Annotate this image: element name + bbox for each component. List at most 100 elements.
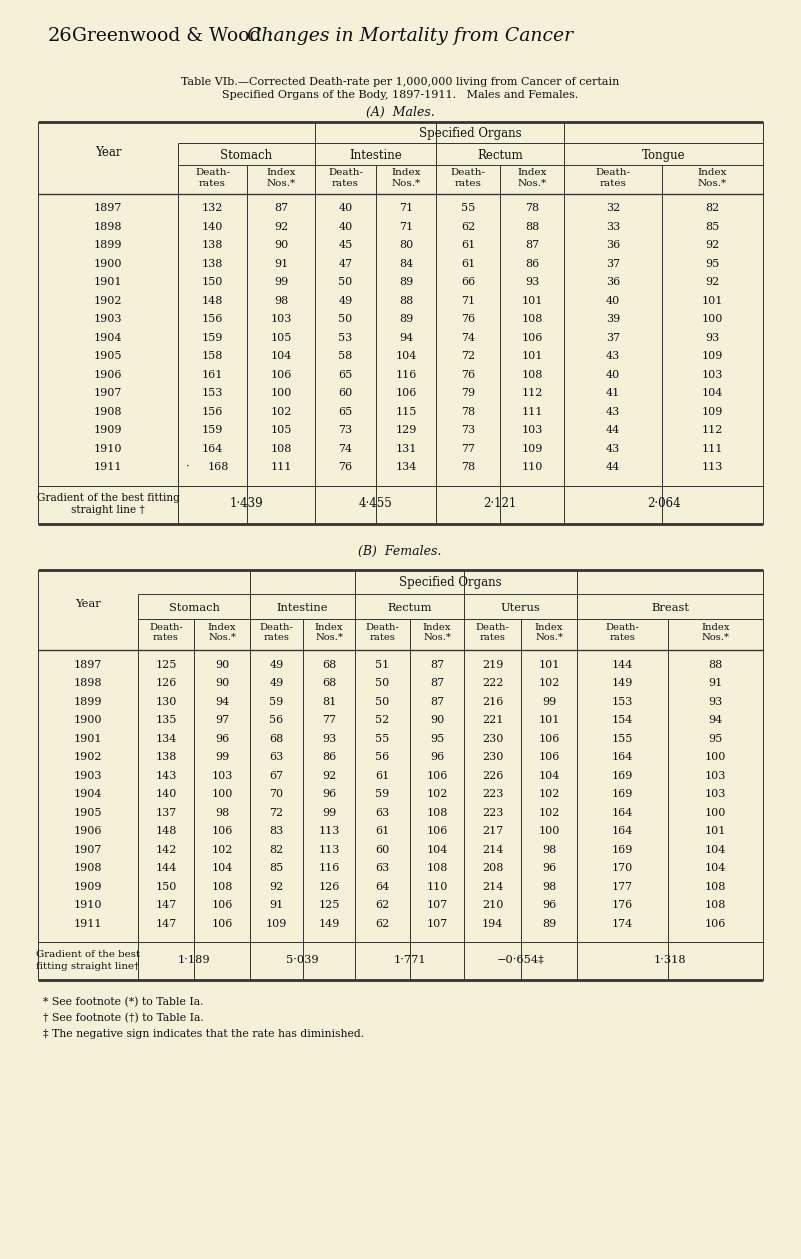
Text: 88: 88 [525, 222, 539, 232]
Text: 65: 65 [338, 369, 352, 379]
Text: 55: 55 [461, 203, 475, 213]
Text: 68: 68 [269, 734, 284, 744]
Text: 106: 106 [426, 771, 448, 781]
Text: 102: 102 [426, 789, 448, 799]
Text: 73: 73 [339, 426, 352, 436]
Text: 78: 78 [525, 203, 539, 213]
Text: 96: 96 [215, 734, 229, 744]
Text: 91: 91 [269, 900, 284, 910]
Text: 111: 111 [702, 443, 723, 453]
Text: 102: 102 [538, 679, 560, 687]
Text: 56: 56 [376, 752, 389, 762]
Text: 52: 52 [376, 715, 389, 725]
Text: 93: 93 [322, 734, 336, 744]
Text: 102: 102 [270, 407, 292, 417]
Text: 71: 71 [399, 203, 413, 213]
Text: 60: 60 [338, 388, 352, 398]
Text: 100: 100 [702, 313, 723, 324]
Text: 103: 103 [705, 771, 727, 781]
Text: 106: 106 [538, 734, 560, 744]
Text: 1897: 1897 [74, 660, 103, 670]
Text: 93: 93 [708, 696, 723, 706]
Text: 40: 40 [338, 222, 352, 232]
Text: 67: 67 [269, 771, 284, 781]
Text: 37: 37 [606, 332, 620, 342]
Text: 91: 91 [708, 679, 723, 687]
Text: 140: 140 [155, 789, 177, 799]
Text: 40: 40 [606, 369, 620, 379]
Text: 104: 104 [270, 351, 292, 361]
Text: 169: 169 [612, 845, 633, 855]
Text: 1904: 1904 [74, 789, 103, 799]
Text: 115: 115 [396, 407, 417, 417]
Text: 26: 26 [48, 26, 73, 45]
Text: 137: 137 [155, 807, 177, 817]
Text: 1900: 1900 [94, 258, 123, 268]
Text: 2·121: 2·121 [483, 497, 517, 510]
Text: 82: 82 [706, 203, 719, 213]
Text: 106: 106 [705, 919, 727, 928]
Text: 84: 84 [399, 258, 413, 268]
Text: 96: 96 [430, 752, 444, 762]
Text: 109: 109 [702, 407, 723, 417]
Text: Death-
rates: Death- rates [476, 623, 509, 642]
Text: 107: 107 [426, 900, 448, 910]
Text: 44: 44 [606, 462, 620, 472]
Text: 50: 50 [338, 313, 352, 324]
Text: † See footnote (†) to Table Ia.: † See footnote (†) to Table Ia. [43, 1012, 203, 1024]
Text: 61: 61 [376, 826, 389, 836]
Text: 53: 53 [338, 332, 352, 342]
Text: 170: 170 [612, 862, 633, 872]
Text: 78: 78 [461, 462, 475, 472]
Text: 87: 87 [274, 203, 288, 213]
Text: 62: 62 [461, 222, 475, 232]
Text: 156: 156 [202, 407, 223, 417]
Text: 98: 98 [215, 807, 229, 817]
Text: 100: 100 [538, 826, 560, 836]
Text: 63: 63 [376, 807, 389, 817]
Text: 1908: 1908 [74, 862, 103, 872]
Text: straight line †: straight line † [71, 505, 145, 515]
Text: 73: 73 [461, 426, 475, 436]
Text: Uterus: Uterus [501, 603, 541, 612]
Text: 85: 85 [269, 862, 284, 872]
Text: 1902: 1902 [74, 752, 103, 762]
Text: 102: 102 [211, 845, 232, 855]
Text: 43: 43 [606, 407, 620, 417]
Text: 76: 76 [339, 462, 352, 472]
Text: 87: 87 [430, 696, 444, 706]
Text: 1899: 1899 [74, 696, 103, 706]
Text: 2·064: 2·064 [646, 497, 680, 510]
Text: 1911: 1911 [94, 462, 123, 472]
Text: 148: 148 [155, 826, 177, 836]
Text: 164: 164 [612, 752, 633, 762]
Text: 59: 59 [376, 789, 389, 799]
Text: 94: 94 [708, 715, 723, 725]
Text: −0·654‡: −0·654‡ [497, 956, 545, 964]
Text: 62: 62 [376, 919, 389, 928]
Text: 150: 150 [155, 881, 177, 891]
Text: 99: 99 [541, 696, 556, 706]
Text: 1907: 1907 [94, 388, 123, 398]
Text: 77: 77 [461, 443, 475, 453]
Text: 140: 140 [202, 222, 223, 232]
Text: 134: 134 [155, 734, 177, 744]
Text: 32: 32 [606, 203, 620, 213]
Text: 159: 159 [202, 426, 223, 436]
Text: 214: 214 [482, 845, 503, 855]
Text: 1898: 1898 [74, 679, 103, 687]
Text: Death-
rates: Death- rates [365, 623, 400, 642]
Text: 110: 110 [426, 881, 448, 891]
Text: 82: 82 [269, 845, 284, 855]
Text: 74: 74 [461, 332, 475, 342]
Text: 155: 155 [612, 734, 633, 744]
Text: 156: 156 [202, 313, 223, 324]
Text: (A)  Males.: (A) Males. [365, 106, 434, 118]
Text: 87: 87 [430, 660, 444, 670]
Text: 92: 92 [269, 881, 284, 891]
Text: 68: 68 [322, 679, 336, 687]
Text: 90: 90 [215, 660, 229, 670]
Text: 40: 40 [338, 203, 352, 213]
Text: 113: 113 [702, 462, 723, 472]
Text: 61: 61 [461, 258, 475, 268]
